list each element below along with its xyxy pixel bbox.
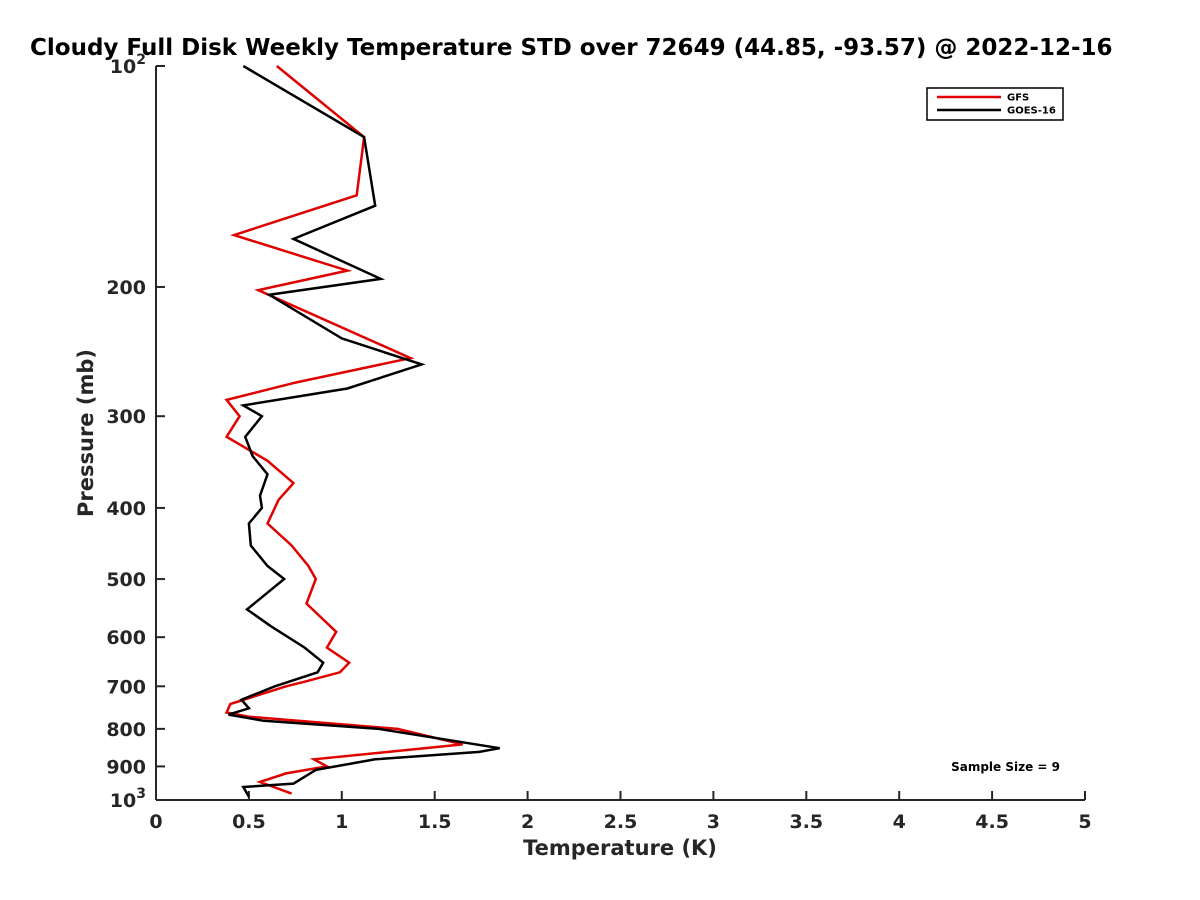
y-tick-label: 600 — [106, 627, 146, 649]
x-tick-label: 4.5 — [975, 811, 1009, 833]
legend-entry-label: GFS — [1007, 93, 1029, 104]
legend-box — [926, 87, 1064, 121]
y-tick-exponent: 3 — [136, 786, 146, 802]
chart-title: Cloudy Full Disk Weekly Temperature STD … — [30, 35, 1113, 61]
y-tick-base: 10 — [110, 56, 136, 78]
series-line-goes-16 — [228, 64, 500, 798]
y-tick-label: 200 — [106, 277, 146, 299]
y-tick-exponent: 2 — [136, 52, 146, 68]
y-tick-label: 102 — [110, 52, 146, 78]
y-tick-label: 500 — [106, 569, 146, 591]
y-tick-base: 10 — [110, 790, 136, 812]
y-tick-label: 800 — [106, 719, 146, 741]
x-tick-label: 3.5 — [789, 811, 823, 833]
x-tick-label: 1.5 — [418, 811, 452, 833]
x-tick-label: 0.5 — [232, 811, 266, 833]
x-axis-label: Temperature (K) — [523, 836, 717, 860]
y-tick-label: 300 — [106, 406, 146, 428]
x-tick-label: 4 — [893, 811, 906, 833]
axes: 0 0.5 1 1.5 2 2.5 3 3.5 4 4.5 51022003004005006007… — [106, 52, 1091, 833]
x-tick-label: 2 — [521, 811, 534, 833]
x-tick-label: 1 — [335, 811, 348, 833]
sample-size-annotation: Sample Size = 9 — [951, 760, 1060, 774]
y-tick-label: 103 — [110, 786, 146, 812]
x-tick-label: 5 — [1078, 811, 1091, 833]
legend: GFS GOES-16 — [926, 87, 1064, 121]
x-tick-label: 0 — [149, 811, 162, 833]
y-tick-label: 700 — [106, 676, 146, 698]
y-axis-label: Pressure (mb) — [74, 349, 98, 517]
legend-entry-label: GOES-16 — [1007, 106, 1056, 117]
series-layer — [224, 64, 500, 798]
y-tick-label: 400 — [106, 498, 146, 520]
y-tick-label: 900 — [106, 756, 146, 778]
x-tick-label: 2.5 — [604, 811, 638, 833]
x-tick-label: 3 — [707, 811, 720, 833]
